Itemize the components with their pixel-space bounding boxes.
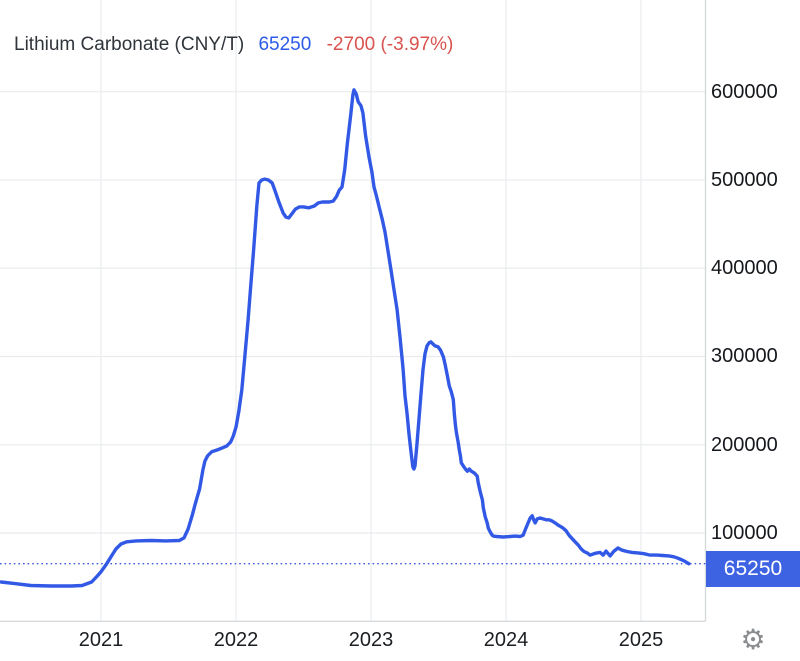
y-axis-label: 300000 — [711, 345, 778, 367]
price-line — [0, 88, 691, 588]
price-change: -2700 (-3.97%) — [326, 34, 454, 55]
x-axis-label: 2022 — [213, 629, 259, 651]
settings-gear-icon[interactable]: ⚙ — [740, 622, 766, 656]
last-price: 65250 — [258, 34, 312, 55]
current-price-badge-label: 65250 — [723, 557, 783, 580]
y-axis-label: 500000 — [711, 169, 778, 191]
x-axis-label: 2025 — [618, 629, 664, 651]
current-price-badge: 65250 — [706, 551, 800, 587]
y-axis-label: 200000 — [711, 434, 778, 456]
x-axis-label: 2023 — [348, 629, 394, 651]
y-axis-label: 400000 — [711, 257, 778, 279]
x-axis-label: 2021 — [78, 629, 124, 651]
y-axis-label: 100000 — [711, 522, 778, 544]
x-axis-label: 2024 — [483, 629, 529, 651]
chart-header: Lithium Carbonate (CNY/T) 65250 -2700 (-… — [14, 34, 453, 56]
y-axis-label: 600000 — [711, 81, 778, 103]
chart-title: Lithium Carbonate (CNY/T) — [14, 34, 245, 55]
